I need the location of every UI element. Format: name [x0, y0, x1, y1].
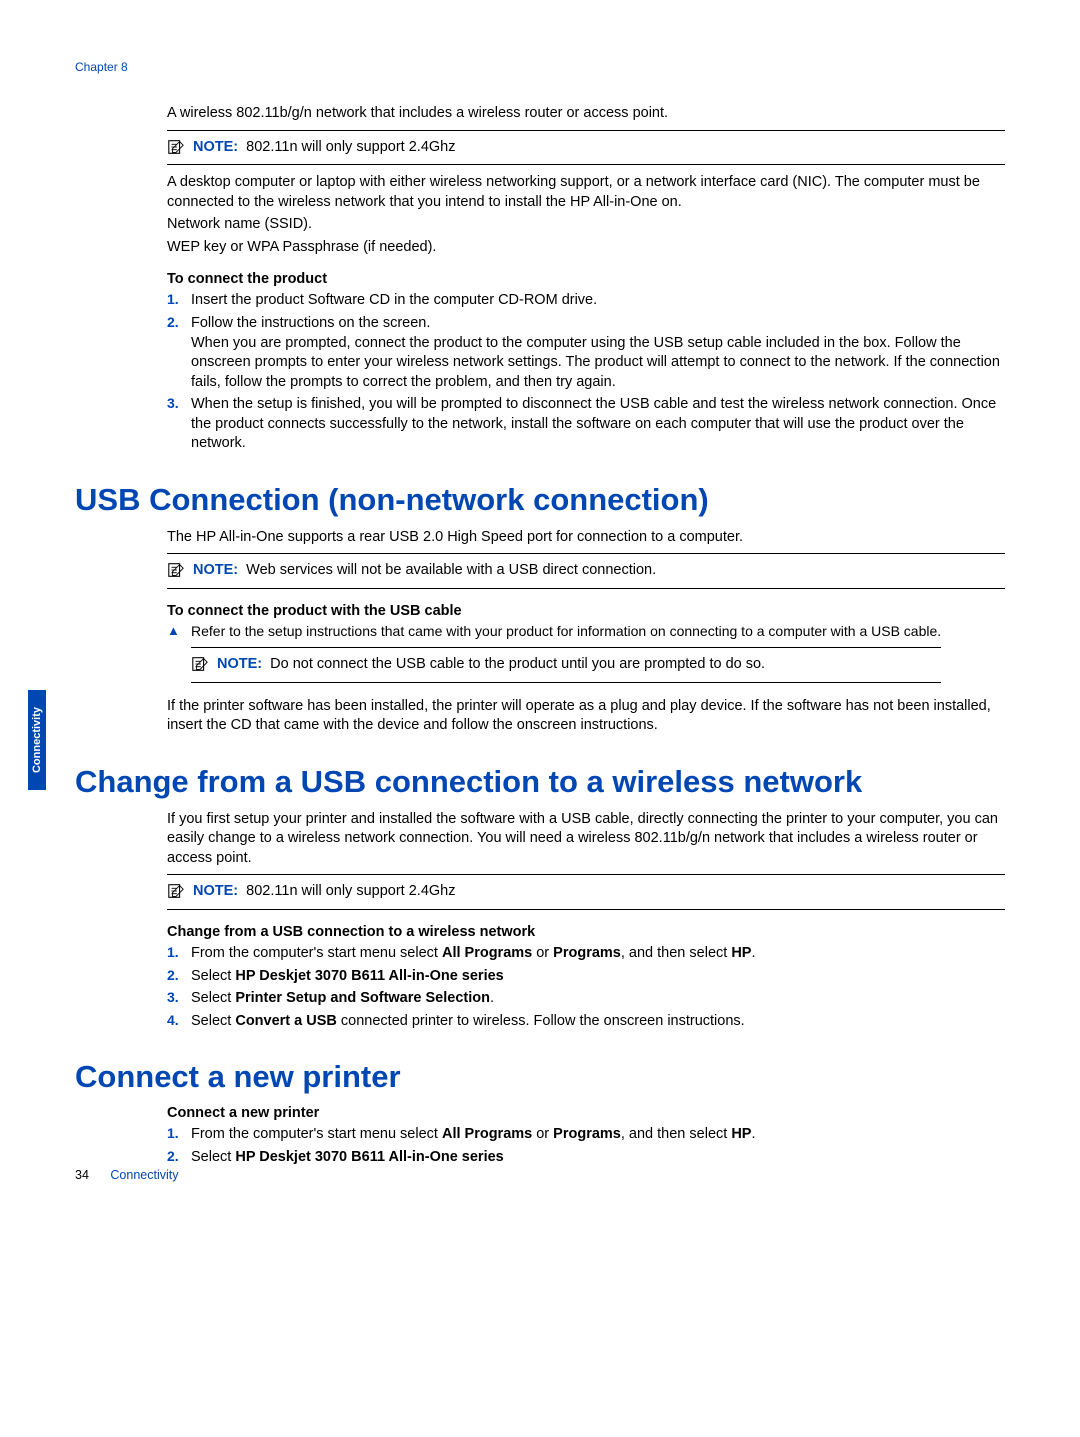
intro-block: A wireless 802.11b/g/n network that incl…	[75, 104, 1005, 454]
note-icon	[191, 655, 209, 673]
note-box-4: NOTE: 802.11n will only support 2.4Ghz	[167, 874, 1005, 910]
change-heading: Change from a USB connection to a wirele…	[75, 764, 1005, 800]
change-sub-heading: Change from a USB connection to a wirele…	[167, 924, 1005, 940]
new-printer-block: Connect a new printer 1.From the compute…	[75, 1105, 1005, 1167]
note-text-4: NOTE: 802.11n will only support 2.4Ghz	[193, 882, 455, 902]
list-item: 1.Insert the product Software CD in the …	[167, 291, 1005, 311]
list-item: 4.Select Convert a USB connected printer…	[167, 1012, 1005, 1032]
list-item: ▲Refer to the setup instructions that ca…	[167, 623, 1005, 691]
list-item: 3.Select Printer Setup and Software Sele…	[167, 989, 1005, 1009]
chapter-label: Chapter 8	[75, 60, 1005, 74]
note-text-2: NOTE: Web services will not be available…	[193, 561, 656, 581]
footer-section: Connectivity	[110, 1168, 178, 1182]
page-footer: 34 Connectivity	[75, 1168, 178, 1182]
note-text-1: NOTE: 802.11n will only support 2.4Ghz	[193, 138, 455, 158]
usb-sub-heading: To connect the product with the USB cabl…	[167, 603, 1005, 619]
intro-p1: A wireless 802.11b/g/n network that incl…	[167, 104, 1005, 124]
intro-p2: A desktop computer or laptop with either…	[167, 173, 1005, 212]
change-block: If you first setup your printer and inst…	[75, 810, 1005, 1032]
list-item: 2.Select HP Deskjet 3070 B611 All-in-One…	[167, 967, 1005, 987]
triangle-icon: ▲	[167, 623, 181, 691]
note-icon	[167, 882, 185, 900]
note-box-3: NOTE: Do not connect the USB cable to th…	[191, 647, 941, 683]
new-printer-heading: Connect a new printer	[75, 1059, 1005, 1095]
intro-p4: WEP key or WPA Passphrase (if needed).	[167, 238, 1005, 258]
change-p1: If you first setup your printer and inst…	[167, 810, 1005, 869]
list-item: 2.Select HP Deskjet 3070 B611 All-in-One…	[167, 1148, 1005, 1168]
usb-p2: If the printer software has been install…	[167, 697, 1005, 736]
note-box-2: NOTE: Web services will not be available…	[167, 553, 1005, 589]
new-printer-sub-heading: Connect a new printer	[167, 1105, 1005, 1121]
usb-block: The HP All-in-One supports a rear USB 2.…	[75, 528, 1005, 736]
list-item: 1.From the computer's start menu select …	[167, 1125, 1005, 1145]
list-item: 3.When the setup is finished, you will b…	[167, 395, 1005, 454]
connect-product-heading: To connect the product	[167, 271, 1005, 287]
list-item: 1.From the computer's start menu select …	[167, 944, 1005, 964]
new-printer-steps: 1.From the computer's start menu select …	[167, 1125, 1005, 1167]
usb-bullet-list: ▲Refer to the setup instructions that ca…	[167, 623, 1005, 691]
usb-heading: USB Connection (non-network connection)	[75, 482, 1005, 518]
note-box-1: NOTE: 802.11n will only support 2.4Ghz	[167, 130, 1005, 166]
connect-product-steps: 1.Insert the product Software CD in the …	[167, 291, 1005, 454]
list-item: 2.Follow the instructions on the screen.…	[167, 314, 1005, 392]
note-icon	[167, 138, 185, 156]
usb-p1: The HP All-in-One supports a rear USB 2.…	[167, 528, 1005, 548]
note-icon	[167, 561, 185, 579]
change-steps: 1.From the computer's start menu select …	[167, 944, 1005, 1031]
page-container: Chapter 8 A wireless 802.11b/g/n network…	[0, 0, 1080, 1237]
intro-p3: Network name (SSID).	[167, 215, 1005, 235]
page-number: 34	[75, 1168, 89, 1182]
